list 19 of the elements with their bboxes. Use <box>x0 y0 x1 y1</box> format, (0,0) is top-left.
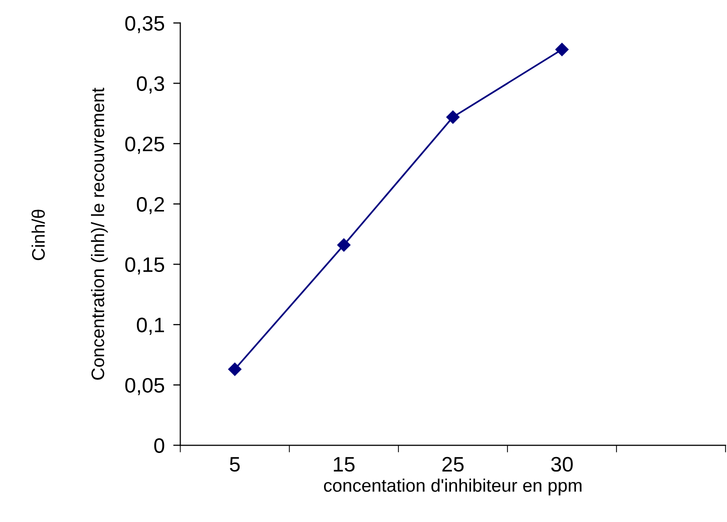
x-tick-label: 15 <box>334 457 355 472</box>
x-tick-label: 5 <box>230 457 240 472</box>
y-tick-label: 0,35 <box>125 16 164 34</box>
y-tick-label: 0,15 <box>125 257 164 274</box>
y-tick-label: 0,3 <box>136 76 164 94</box>
x-tick-label: 25 <box>442 456 464 472</box>
y-axis-title: Concentration (inh)/ le recouvrement <box>90 88 108 380</box>
text: Cinh/θ <box>32 210 45 260</box>
y-tick-label: 0,2 <box>136 196 164 214</box>
point <box>337 238 350 252</box>
point <box>555 42 569 56</box>
x-axis-title: concentation d'inhibiteur en ppm <box>324 478 582 496</box>
y-tick-label: 0,05 <box>125 378 164 396</box>
point <box>446 110 460 124</box>
point <box>228 362 242 376</box>
y-tick-label: 0,25 <box>125 136 164 154</box>
y-tick-label: 0,1 <box>136 318 164 335</box>
y-tick-label: 0 <box>154 438 164 454</box>
x-tick-label: 30 <box>551 456 573 472</box>
